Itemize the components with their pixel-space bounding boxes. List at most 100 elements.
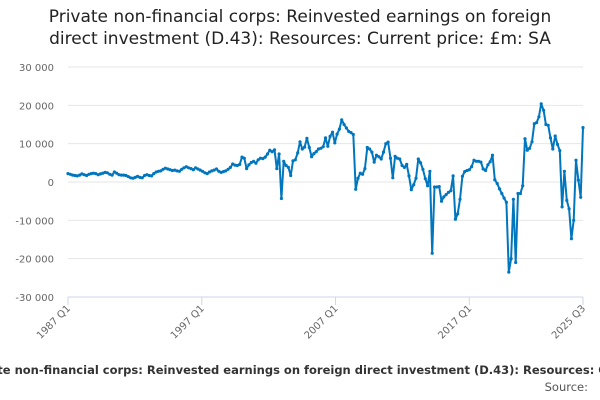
data-point <box>310 155 314 159</box>
data-point <box>502 196 506 200</box>
data-point <box>224 169 228 173</box>
data-point <box>337 127 341 131</box>
data-point <box>521 184 525 188</box>
data-point <box>349 131 353 135</box>
data-point <box>500 191 504 196</box>
data-point <box>518 191 523 196</box>
data-point <box>342 122 346 127</box>
data-point <box>268 148 272 152</box>
data-point <box>94 172 98 176</box>
data-point <box>442 195 446 199</box>
chart-title: Private non-financial corps: Reinvested … <box>0 6 600 50</box>
data-point <box>486 163 490 167</box>
data-point <box>374 153 379 157</box>
data-point <box>514 260 518 265</box>
data-point <box>140 176 144 180</box>
data-point <box>200 169 205 173</box>
x-tick-label: 1987 Q1 <box>35 303 73 341</box>
data-point <box>439 199 444 203</box>
data-point <box>263 155 267 159</box>
data-point <box>535 121 539 125</box>
legend-item[interactable]: Private non-financial corps: Reinvested … <box>0 363 600 377</box>
data-point <box>272 148 277 152</box>
data-point <box>398 157 402 161</box>
data-point <box>226 167 230 171</box>
data-point <box>446 190 451 194</box>
data-point <box>265 152 270 156</box>
data-point <box>562 169 567 173</box>
x-tick-label: 2017 Q1 <box>436 303 474 341</box>
data-point <box>235 163 239 168</box>
y-tick-label: -20 000 <box>15 255 54 266</box>
data-point <box>279 196 283 201</box>
data-point <box>356 176 360 180</box>
data-point <box>525 148 529 152</box>
data-point <box>542 108 546 112</box>
data-point <box>572 218 576 222</box>
data-point <box>453 217 457 221</box>
data-point <box>298 140 302 144</box>
data-point <box>444 193 448 197</box>
y-tick-label: 30 000 <box>19 63 54 74</box>
data-point <box>569 237 574 241</box>
data-point <box>321 145 325 149</box>
data-point <box>377 155 381 159</box>
data-point <box>180 167 184 171</box>
data-point <box>488 160 492 164</box>
data-point <box>553 134 557 138</box>
data-point <box>495 181 499 186</box>
data-point <box>293 158 297 162</box>
data-point <box>379 157 383 161</box>
y-tick-label: -10 000 <box>15 216 54 227</box>
data-point <box>386 140 390 144</box>
data-point <box>314 150 318 154</box>
data-point <box>214 167 219 171</box>
data-point <box>159 169 163 173</box>
data-point <box>177 169 181 173</box>
data-point <box>523 137 527 141</box>
data-point <box>312 152 316 156</box>
data-point <box>546 123 550 127</box>
legend[interactable]: Private non-financial corps: Reinvested … <box>0 363 600 377</box>
data-point <box>187 166 191 170</box>
data-point <box>528 146 532 150</box>
data-point <box>119 173 123 177</box>
data-point <box>407 174 411 178</box>
data-point <box>261 157 265 161</box>
data-point <box>247 163 251 167</box>
data-point <box>252 159 256 163</box>
data-point <box>430 251 434 255</box>
y-axis-tick-labels: 30 000 20 000 10 000 0 -10 000 -20 000 -30 000 <box>15 63 54 304</box>
data-point <box>354 187 358 191</box>
data-point <box>470 165 474 169</box>
data-point <box>456 212 460 216</box>
data-point <box>449 189 453 193</box>
data-point <box>516 191 520 196</box>
data-point <box>504 200 508 204</box>
data-point <box>365 145 369 150</box>
data-point <box>414 176 418 180</box>
data-point <box>437 185 441 189</box>
data-point <box>458 197 462 201</box>
data-point <box>307 145 311 150</box>
data-point <box>319 146 323 150</box>
data-point <box>344 126 348 130</box>
data-point <box>555 142 560 146</box>
data-point <box>560 205 564 209</box>
data-point <box>305 136 309 140</box>
data-point <box>163 166 167 170</box>
data-point <box>548 136 553 140</box>
data-point <box>493 178 497 182</box>
data-point <box>479 160 483 164</box>
data-point <box>581 126 585 130</box>
data-point <box>497 187 502 191</box>
x-tick-label: 1997 Q1 <box>169 303 207 341</box>
data-point <box>507 270 511 274</box>
data-point <box>256 158 260 162</box>
data-point <box>149 174 154 178</box>
y-tick-label: 20 000 <box>19 101 54 112</box>
data-point <box>105 171 109 175</box>
data-point <box>303 145 307 149</box>
data-point <box>558 149 562 153</box>
